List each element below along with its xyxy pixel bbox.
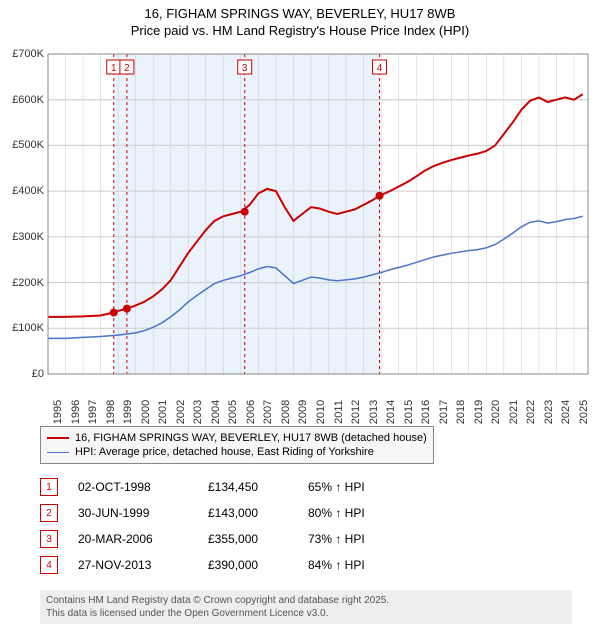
transaction-number: 4 xyxy=(40,556,58,574)
transaction-row: 4 27-NOV-2013£390,00084% ↑ HPI xyxy=(40,552,600,578)
x-tick-label: 2025 xyxy=(578,400,590,424)
x-tick-label: 1995 xyxy=(52,400,64,424)
transaction-number: 3 xyxy=(40,530,58,548)
transaction-hpi: 73% ↑ HPI xyxy=(308,532,408,546)
attribution: Contains HM Land Registry data © Crown c… xyxy=(40,590,572,624)
y-tick-label: £700K xyxy=(12,48,44,60)
x-tick-label: 1999 xyxy=(122,400,134,424)
chart-plot-area: 12 3 4 £0 £100K £200K £300K £400K £500K £600K £70… xyxy=(0,44,600,414)
y-tick-label: £100K xyxy=(12,322,44,334)
x-tick-label: 2012 xyxy=(350,400,362,424)
x-tick-label: 1997 xyxy=(87,400,99,424)
legend-label: 16, FIGHAM SPRINGS WAY, BEVERLEY, HU17 8… xyxy=(75,432,427,444)
x-tick-label: 2013 xyxy=(368,400,380,424)
transaction-date: 20-MAR-2006 xyxy=(78,532,208,546)
transaction-price: £143,000 xyxy=(208,506,308,520)
x-tick-label: 1998 xyxy=(105,400,117,424)
x-tick-label: 2021 xyxy=(508,400,520,424)
x-tick-label: 2014 xyxy=(385,400,397,424)
legend-swatch xyxy=(47,452,69,453)
y-tick-label: £500K xyxy=(12,139,44,151)
x-tick-label: 2000 xyxy=(140,400,152,424)
transaction-price: £355,000 xyxy=(208,532,308,546)
transaction-date: 30-JUN-1999 xyxy=(78,506,208,520)
transaction-hpi: 65% ↑ HPI xyxy=(308,480,408,494)
attribution-line1: Contains HM Land Registry data © Crown c… xyxy=(46,594,566,607)
transaction-table: 1 02-OCT-1998£134,45065% ↑ HPI 2 30-JUN-199… xyxy=(40,474,600,578)
legend: 16, FIGHAM SPRINGS WAY, BEVERLEY, HU17 8… xyxy=(40,426,434,464)
transaction-row: 2 30-JUN-1999£143,00080% ↑ HPI xyxy=(40,500,600,526)
y-tick-label: £600K xyxy=(12,94,44,106)
x-tick-label: 1996 xyxy=(70,400,82,424)
transaction-price: £390,000 xyxy=(208,558,308,572)
transaction-date: 02-OCT-1998 xyxy=(78,480,208,494)
chart-svg: 12 3 4 xyxy=(0,44,600,414)
legend-label: HPI: Average price, detached house, East… xyxy=(75,446,374,458)
x-tick-label: 2011 xyxy=(333,400,345,424)
x-tick-label: 2005 xyxy=(227,400,239,424)
x-tick-label: 2001 xyxy=(157,400,169,424)
x-tick-label: 2020 xyxy=(490,400,502,424)
x-tick-label: 2007 xyxy=(262,400,274,424)
transaction-hpi: 80% ↑ HPI xyxy=(308,506,408,520)
transaction-date: 27-NOV-2013 xyxy=(78,558,208,572)
x-tick-label: 2023 xyxy=(543,400,555,424)
legend-item: HPI: Average price, detached house, East… xyxy=(47,445,427,459)
chart-subtitle: Price paid vs. HM Land Registry's House … xyxy=(0,23,600,44)
svg-text:2: 2 xyxy=(124,63,130,74)
chart-container: 16, FIGHAM SPRINGS WAY, BEVERLEY, HU17 8… xyxy=(0,0,600,624)
chart-title: 16, FIGHAM SPRINGS WAY, BEVERLEY, HU17 8… xyxy=(0,0,600,23)
transaction-hpi: 84% ↑ HPI xyxy=(308,558,408,572)
x-tick-label: 2008 xyxy=(280,400,292,424)
x-tick-label: 2006 xyxy=(245,400,257,424)
x-tick-label: 2019 xyxy=(473,400,485,424)
transaction-number: 2 xyxy=(40,504,58,522)
transaction-row: 3 20-MAR-2006£355,00073% ↑ HPI xyxy=(40,526,600,552)
legend-item: 16, FIGHAM SPRINGS WAY, BEVERLEY, HU17 8… xyxy=(47,431,427,445)
x-tick-label: 2004 xyxy=(210,400,222,424)
y-tick-label: £400K xyxy=(12,185,44,197)
legend-swatch xyxy=(47,437,69,439)
attribution-line2: This data is licensed under the Open Gov… xyxy=(46,607,566,620)
transaction-number: 1 xyxy=(40,478,58,496)
transaction-row: 1 02-OCT-1998£134,45065% ↑ HPI xyxy=(40,474,600,500)
svg-text:3: 3 xyxy=(242,63,248,74)
x-tick-label: 2017 xyxy=(438,400,450,424)
svg-text:1: 1 xyxy=(111,63,117,74)
x-tick-label: 2015 xyxy=(403,400,415,424)
svg-text:4: 4 xyxy=(377,63,383,74)
x-tick-label: 2022 xyxy=(525,400,537,424)
y-tick-label: £300K xyxy=(12,231,44,243)
transaction-price: £134,450 xyxy=(208,480,308,494)
x-tick-label: 2024 xyxy=(560,400,572,424)
x-tick-label: 2018 xyxy=(455,400,467,424)
x-tick-label: 2010 xyxy=(315,400,327,424)
x-tick-label: 2002 xyxy=(175,400,187,424)
y-tick-label: £200K xyxy=(12,277,44,289)
x-tick-label: 2016 xyxy=(420,400,432,424)
y-tick-label: £0 xyxy=(32,368,44,380)
x-tick-label: 2009 xyxy=(297,400,309,424)
x-tick-label: 2003 xyxy=(192,400,204,424)
